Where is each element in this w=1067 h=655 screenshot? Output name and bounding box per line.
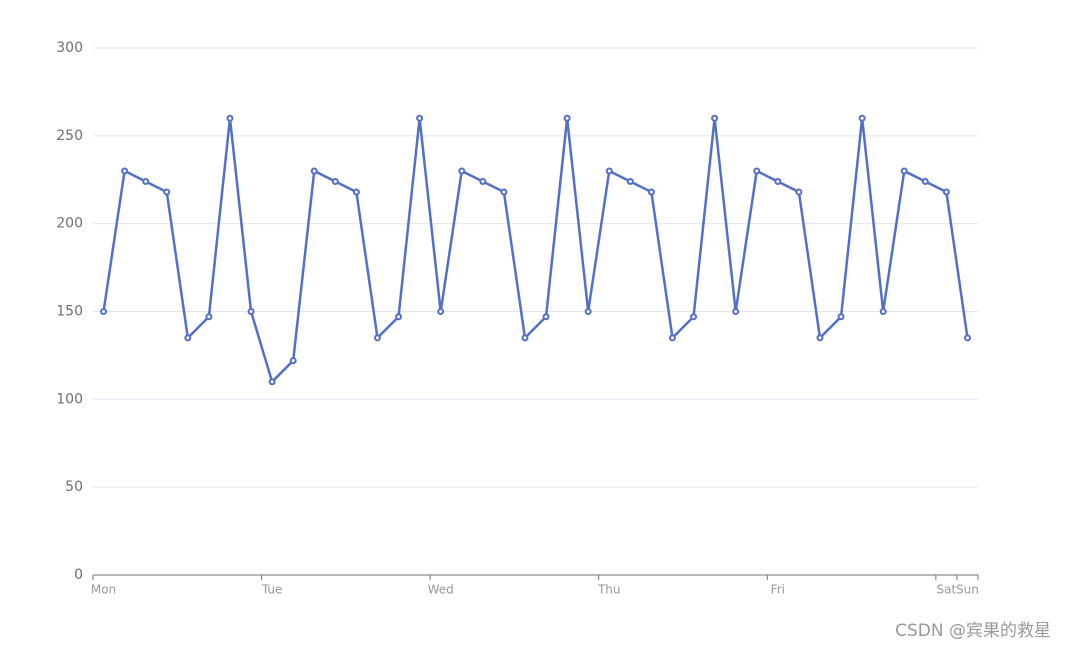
point <box>142 178 150 186</box>
point <box>205 313 213 321</box>
y-tick-label: 150 <box>56 304 83 320</box>
point <box>605 167 613 175</box>
point <box>774 178 782 186</box>
x-tick-label: Mon <box>91 583 116 597</box>
point <box>310 167 318 175</box>
point <box>816 334 824 342</box>
point <box>268 378 276 386</box>
point <box>121 167 129 175</box>
point <box>563 114 571 122</box>
point <box>795 188 803 196</box>
point <box>352 188 360 196</box>
point <box>458 167 466 175</box>
x-tick-label: Fri <box>771 583 785 597</box>
y-tick-label: 300 <box>56 40 83 56</box>
point <box>542 313 550 321</box>
point <box>900 167 908 175</box>
point <box>437 308 445 315</box>
point <box>647 188 655 196</box>
point <box>963 334 971 342</box>
point <box>163 188 171 196</box>
point <box>500 188 508 196</box>
x-tick-label: Sun <box>956 583 979 597</box>
point <box>289 357 297 365</box>
point <box>395 313 403 321</box>
y-tick-label: 250 <box>56 128 83 144</box>
point <box>416 114 424 122</box>
point <box>668 334 676 342</box>
point <box>858 114 866 122</box>
point <box>879 308 887 315</box>
point <box>100 308 108 315</box>
point <box>479 178 487 186</box>
point <box>184 334 192 342</box>
point <box>753 167 761 175</box>
y-tick-label: 200 <box>56 216 83 232</box>
point <box>331 178 339 186</box>
point <box>942 188 950 196</box>
point <box>247 308 255 315</box>
line <box>102 117 969 384</box>
x-tick-label: Sat <box>937 583 957 597</box>
y-tick-label: 0 <box>74 567 83 583</box>
x-tick-label: Thu <box>597 583 621 597</box>
point <box>711 114 719 122</box>
point <box>373 334 381 342</box>
x-tick-label: Wed <box>428 583 454 597</box>
point <box>690 313 698 321</box>
y-tick-label: 100 <box>56 391 83 407</box>
watermark: CSDN @宾果的救星 <box>895 621 1051 641</box>
x-tick-label: Tue <box>261 583 283 597</box>
point <box>626 178 634 186</box>
point <box>584 308 592 315</box>
point <box>732 308 740 315</box>
point <box>921 178 929 186</box>
point <box>521 334 529 342</box>
y-tick-label: 50 <box>65 479 83 495</box>
point <box>226 114 234 122</box>
point <box>837 313 845 321</box>
